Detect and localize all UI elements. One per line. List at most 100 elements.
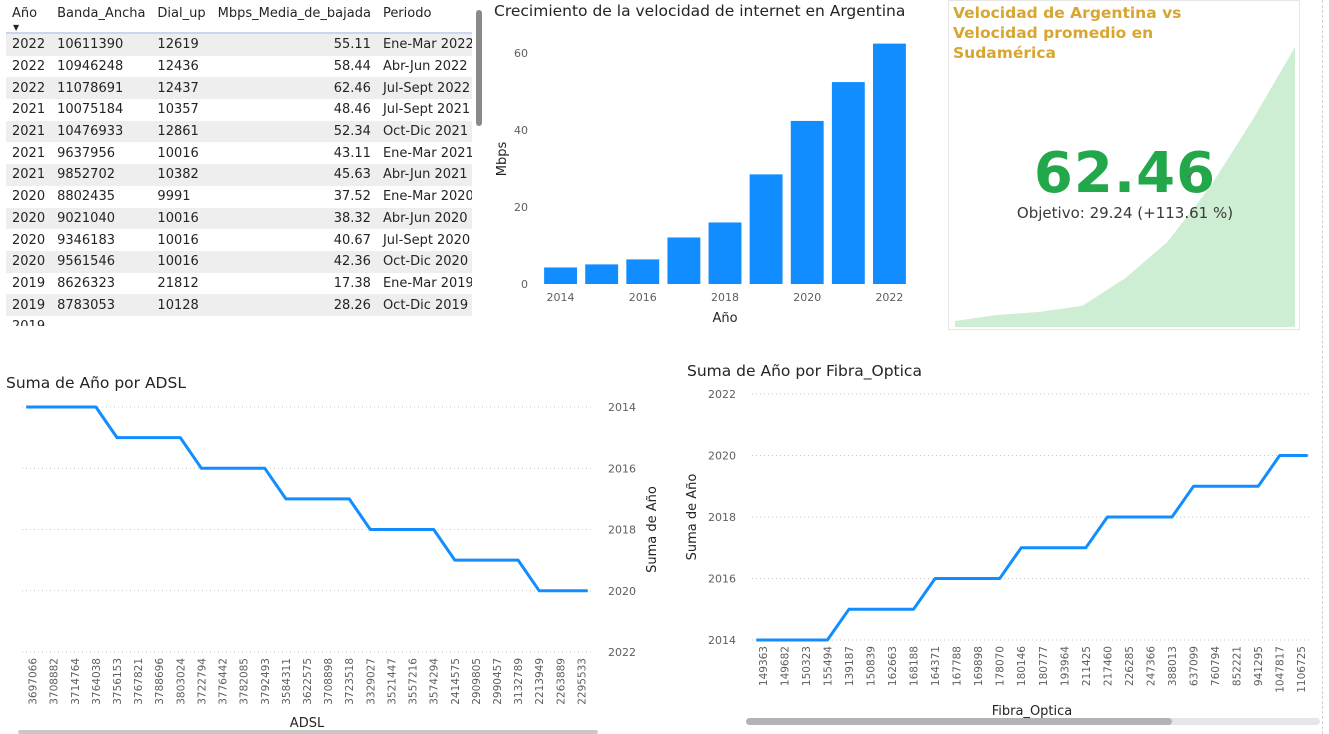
panel-divider [1322, 0, 1324, 734]
table-cell-broadband [51, 316, 151, 326]
x-tick-label: 155494 [822, 646, 834, 686]
table-cell-mbps: 62.46 [211, 77, 377, 100]
table-cell-broadband: 9021040 [51, 207, 152, 230]
table-row[interactable]: 2022 10611390 12619 55.11 Ene-Mar 2022 [6, 33, 472, 56]
sort-descending-icon[interactable]: ▼ [13, 23, 20, 32]
table-row[interactable]: 2022 11078691 12437 62.46 Jul-Sept 2022 [6, 77, 472, 100]
x-tick-label: 3756153 [112, 658, 124, 705]
table-cell-dialup: 10016 [151, 250, 212, 273]
fibra-line-chart: 2014 2016 2018 2020 2022 149363 149682 150323 15… [685, 388, 1312, 719]
bar [831, 82, 865, 284]
bar-chart: 0 20 40 60 2014 2016 2018 2020 2022 Año Mbps [495, 43, 906, 326]
table-cell-year: 2019 [6, 294, 52, 316]
kpi-trend-area [955, 47, 1295, 327]
table-cell-broadband: 10946248 [57, 59, 124, 75]
x-tick-label: 2022 [875, 291, 903, 304]
table-cell-period: Oct-Dic 2021 [376, 120, 472, 143]
table-cell-mbps: 58.44 [333, 59, 371, 75]
table-cell-year: 2021 [12, 145, 46, 161]
table-row[interactable]: 2022 10946248 12436 58.44 Abr-Jun 2022 [6, 56, 472, 78]
x-tick-label: 247366 [1145, 646, 1157, 686]
table-cell-period: Abr-Jun 2020 [376, 207, 472, 230]
table-scrollbar[interactable] [476, 10, 482, 126]
x-tick-label: 180146 [1016, 646, 1028, 686]
column-header-year[interactable]: Año [6, 0, 52, 34]
table-row[interactable]: 2021 9637956 10016 43.11 Ene-Mar 2021 [6, 142, 472, 164]
table-row[interactable]: 2019 8783053 10128 28.26 Oct-Dic 2019 [6, 294, 472, 316]
table-cell-year: 2022 [6, 33, 52, 56]
table-row[interactable]: 2021 10476933 12861 52.34 Oct-Dic 2021 [6, 120, 472, 143]
x-tick-label: 3723518 [344, 658, 356, 705]
table-row[interactable]: 2020 8802435 9991 37.52 Ene-Mar 2020 [6, 186, 472, 208]
x-tick-label: 852221 [1232, 646, 1244, 686]
data-table-panel: Año Banda_Ancha Dial_up Mbps_Media_de_ba… [6, 0, 472, 326]
y-tick-label: 2022 [708, 388, 736, 401]
table-row[interactable]: 2021 10075184 10357 48.46 Jul-Sept 2021 [6, 99, 472, 121]
table-row[interactable]: 2020 9346183 10016 40.67 Jul-Sept 2020 [6, 229, 472, 251]
table-cell-broadband: 9561546 [51, 250, 152, 273]
adsl-chart-title: Suma de Año por ADSL [6, 374, 186, 392]
y-tick-label: 2014 [608, 401, 636, 414]
table-cell-period: Abr-Jun 2022 [382, 59, 468, 75]
table-row[interactable]: 2019 8626323 21812 17.38 Ene-Mar 2019 [6, 273, 472, 295]
series-line [26, 405, 588, 593]
column-header-broadband[interactable]: Banda_Ancha [51, 0, 152, 34]
table-cell-year: 2020 [12, 232, 46, 248]
y-tick-label: 2018 [608, 524, 636, 537]
x-tick-label: 149363 [758, 646, 770, 686]
x-tick-label: 178070 [995, 646, 1007, 686]
y-tick-label: 2018 [708, 511, 736, 524]
fibra-scrollbar-thumb[interactable] [746, 718, 1172, 725]
table-cell-broadband: 8802435 [57, 189, 115, 205]
adsl-scrollbar[interactable] [18, 730, 598, 734]
table-cell-year: 2022 [6, 77, 52, 100]
table-cell-dialup: 10357 [157, 102, 199, 118]
table-row[interactable]: 2020 9561546 10016 42.36 Oct-Dic 2020 [6, 250, 472, 273]
x-tick-label: 637099 [1189, 646, 1201, 686]
x-tick-label: 150839 [865, 646, 877, 686]
table-row[interactable]: 2021 9852702 10382 45.63 Abr-Jun 2021 [6, 164, 472, 186]
table-cell-dialup: 9991 [157, 189, 191, 205]
x-tick-label: 139187 [844, 646, 856, 686]
x-tick-label: 150323 [801, 646, 813, 686]
table-cell-broadband: 8783053 [51, 294, 152, 316]
x-tick-label: 2213949 [534, 658, 546, 705]
x-tick-label: 3521447 [386, 658, 398, 705]
table-cell-broadband: 10476933 [51, 120, 152, 143]
table-cell-dialup: 12437 [151, 77, 212, 100]
bar [585, 264, 619, 284]
x-tick-label: 167788 [952, 646, 964, 686]
kpi-title: Velocidad de Argentina vs Velocidad prom… [953, 4, 1182, 62]
x-tick-label: 2414575 [450, 658, 462, 705]
x-tick-label: 211425 [1081, 646, 1093, 686]
x-tick-label: 3557216 [408, 658, 420, 705]
table-cell-year: 2020 [12, 189, 46, 205]
table-cell-year: 2020 [6, 207, 52, 230]
y-tick-label: 2016 [708, 573, 736, 586]
table-cell-mbps: 17.38 [333, 275, 371, 291]
bar [749, 174, 783, 284]
fibra-chart-title: Suma de Año por Fibra_Optica [687, 362, 922, 380]
table-cell-period [377, 316, 472, 326]
table-cell-mbps: 42.36 [211, 250, 377, 273]
table-body: 2022 10611390 12619 55.11 Ene-Mar 2022 2022 10… [6, 33, 472, 326]
y-tick-label: 20 [514, 201, 528, 214]
column-header-mbps[interactable]: Mbps_Media_de_bajada [211, 0, 377, 34]
bar-chart-title: Crecimiento de la velocidad de internet … [494, 2, 906, 20]
y-tick-label: 2020 [608, 585, 636, 598]
x-tick-label: 193964 [1059, 646, 1071, 686]
y-tick-label: 2014 [708, 634, 736, 647]
table-row[interactable]: 2020 9021040 10016 38.32 Abr-Jun 2020 [6, 207, 472, 230]
x-tick-label: 3708882 [49, 658, 61, 705]
x-tick-label: 2018 [711, 291, 739, 304]
y-tick-label: 40 [514, 124, 528, 137]
column-header-dialup[interactable]: Dial_up [151, 0, 212, 34]
x-tick-label: 2016 [629, 291, 657, 304]
table-row[interactable]: 2019 [6, 316, 472, 326]
x-axis-label: Fibra_Optica [992, 704, 1073, 719]
table-cell-period: Ene-Mar 2020 [382, 189, 472, 205]
column-header-period[interactable]: Periodo [376, 0, 472, 34]
x-tick-label: 3776442 [218, 658, 230, 705]
table-cell-broadband: 9346183 [57, 232, 115, 248]
data-table: Año Banda_Ancha Dial_up Mbps_Media_de_ba… [6, 0, 472, 326]
